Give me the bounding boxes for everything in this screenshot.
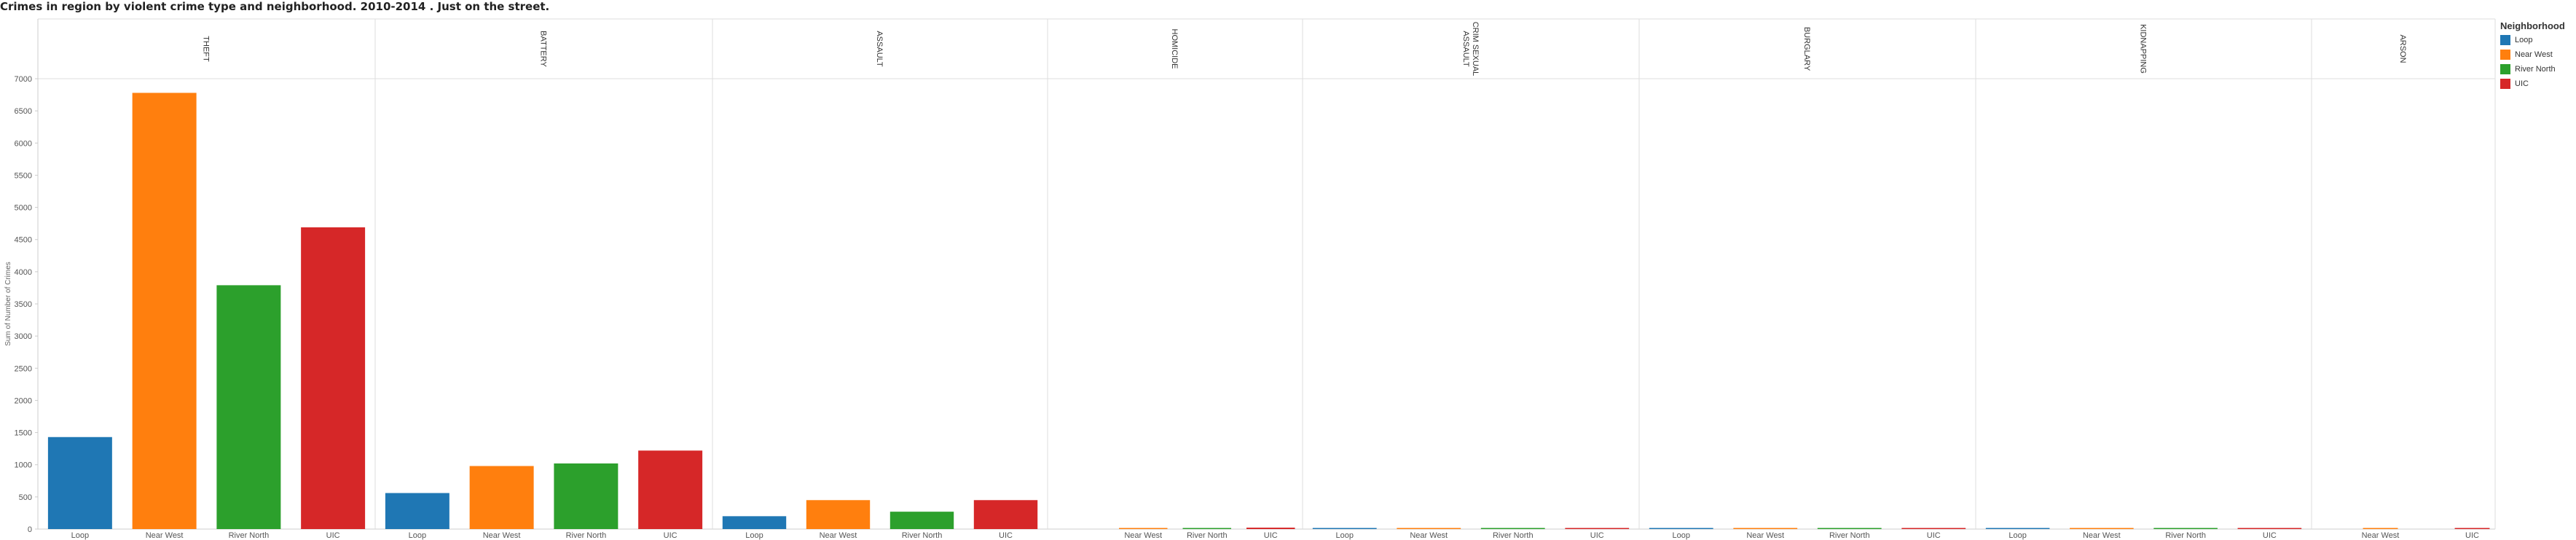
- x-category-label: UIC: [2263, 531, 2277, 540]
- legend-label-river-north: River North: [2515, 65, 2556, 74]
- x-category-label: Loop: [2008, 531, 2026, 540]
- x-category-label: River North: [1829, 531, 1870, 540]
- x-category-label: River North: [2165, 531, 2206, 540]
- x-category-label: Loop: [1336, 531, 1354, 540]
- bar-theft-near-west: [132, 93, 197, 530]
- x-category-label: River North: [1493, 531, 1534, 540]
- x-category-label: Near West: [1124, 531, 1162, 540]
- bar-burglary-river-north: [1817, 528, 1882, 529]
- y-axis-title: Sum of Number of Crimes: [4, 262, 12, 346]
- bar-arson-uic: [2454, 528, 2490, 529]
- x-category-label: River North: [566, 531, 607, 540]
- x-category-label: Near West: [483, 531, 521, 540]
- panel-header-theft: THEFT: [202, 36, 211, 62]
- panel-header-crim-sexual-assault: CRIM SEXUALASSAULT: [1461, 22, 1480, 77]
- bar-theft-river-north: [216, 285, 281, 529]
- x-category-label: UIC: [664, 531, 678, 540]
- y-tick-label: 4500: [15, 236, 32, 245]
- x-category-label: River North: [1187, 531, 1228, 540]
- bar-crim-sexual-assault-river-north: [1480, 528, 1545, 529]
- bar-arson-near-west: [2363, 528, 2398, 529]
- y-tick-label: 4000: [15, 268, 32, 277]
- x-category-label: Loop: [745, 531, 763, 540]
- y-tick-label: 2500: [15, 364, 32, 373]
- panel-header-arson: ARSON: [2398, 34, 2407, 63]
- panel-header-assault: ASSAULT: [875, 31, 884, 67]
- bar-assault-uic: [973, 500, 1038, 529]
- x-category-label: Near West: [2362, 531, 2400, 540]
- x-category-label: Near West: [1410, 531, 1448, 540]
- legend-label-uic: UIC: [2515, 79, 2529, 88]
- bar-homicide-near-west: [1119, 528, 1168, 529]
- bar-crim-sexual-assault-loop: [1312, 528, 1377, 529]
- y-tick-label: 1000: [15, 461, 32, 470]
- legend-item-river-north[interactable]: River North: [2500, 62, 2573, 77]
- x-category-label: Loop: [409, 531, 426, 540]
- legend-title: Neighborhood: [2500, 20, 2565, 31]
- bar-kidnapping-uic: [2237, 528, 2302, 529]
- x-category-label: Near West: [820, 531, 857, 540]
- bar-kidnapping-loop: [1985, 528, 2050, 529]
- legend-item-uic[interactable]: UIC: [2500, 77, 2573, 91]
- x-category-label: Loop: [71, 531, 89, 540]
- bar-battery-loop: [385, 493, 449, 529]
- x-category-label: Near West: [146, 531, 184, 540]
- bar-burglary-loop: [1649, 528, 1713, 529]
- x-category-label: UIC: [326, 531, 340, 540]
- x-category-label: UIC: [1590, 531, 1604, 540]
- legend-swatch-river-north: [2500, 64, 2510, 74]
- bar-burglary-near-west: [1733, 528, 1798, 529]
- bar-kidnapping-river-north: [2153, 528, 2218, 529]
- y-tick-label: 0: [28, 525, 32, 534]
- x-category-label: UIC: [2465, 531, 2479, 540]
- x-category-label: UIC: [1927, 531, 1941, 540]
- bar-homicide-uic: [1246, 528, 1295, 529]
- y-tick-label: 3000: [15, 332, 32, 341]
- bar-battery-near-west: [469, 466, 534, 529]
- bar-assault-near-west: [806, 500, 871, 529]
- panel-header-burglary: BURGLARY: [1802, 27, 1811, 71]
- x-category-label: UIC: [999, 531, 1013, 540]
- bar-homicide-river-north: [1182, 528, 1231, 529]
- bar-assault-river-north: [890, 512, 954, 529]
- legend-swatch-near-west: [2500, 50, 2510, 60]
- bar-kidnapping-near-west: [2070, 528, 2134, 529]
- y-tick-label: 2000: [15, 396, 32, 405]
- x-category-label: Loop: [1673, 531, 1690, 540]
- panel-header-homicide: HOMICIDE: [1170, 29, 1179, 69]
- y-tick-label: 6000: [15, 139, 32, 148]
- x-category-label: Near West: [1746, 531, 1784, 540]
- y-tick-label: 5500: [15, 171, 32, 180]
- legend-swatch-loop: [2500, 35, 2510, 45]
- legend: Neighborhood Loop Near West River North …: [2500, 20, 2573, 91]
- bar-burglary-uic: [1901, 528, 1966, 529]
- x-category-label: Near West: [2083, 531, 2121, 540]
- legend-swatch-uic: [2500, 79, 2510, 89]
- panel-header-battery: BATTERY: [539, 31, 548, 67]
- y-tick-label: 5000: [15, 204, 32, 213]
- legend-item-loop[interactable]: Loop: [2500, 33, 2573, 47]
- bar-crim-sexual-assault-near-west: [1397, 528, 1461, 529]
- chart-title: Crimes in region by violent crime type a…: [0, 0, 550, 13]
- panel-header-kidnapping: KIDNAPPING: [2139, 24, 2148, 74]
- y-tick-label: 1500: [15, 429, 32, 438]
- legend-label-near-west: Near West: [2515, 50, 2553, 59]
- y-tick-label: 3500: [15, 300, 32, 309]
- bar-assault-loop: [722, 516, 787, 529]
- y-tick-label: 7000: [15, 75, 32, 84]
- bar-theft-loop: [47, 437, 112, 529]
- y-tick-label: 500: [19, 493, 32, 502]
- bar-theft-uic: [301, 227, 366, 529]
- bar-battery-uic: [638, 450, 703, 529]
- x-category-label: UIC: [1264, 531, 1278, 540]
- x-category-label: River North: [902, 531, 943, 540]
- x-category-label: River North: [229, 531, 270, 540]
- y-tick-label: 6500: [15, 107, 32, 116]
- legend-item-near-west[interactable]: Near West: [2500, 47, 2573, 62]
- legend-label-loop: Loop: [2515, 36, 2533, 44]
- bar-battery-river-north: [554, 463, 619, 529]
- bar-crim-sexual-assault-uic: [1565, 528, 1630, 529]
